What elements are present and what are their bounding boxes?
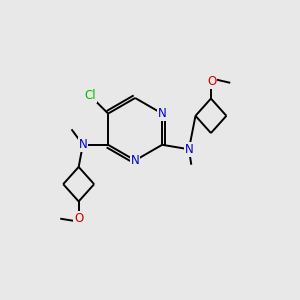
Text: O: O: [74, 212, 83, 225]
Text: N: N: [131, 154, 140, 167]
Text: N: N: [184, 143, 193, 156]
Text: N: N: [79, 138, 87, 151]
Text: Cl: Cl: [85, 89, 96, 102]
Text: N: N: [158, 107, 167, 120]
Text: O: O: [207, 75, 216, 88]
